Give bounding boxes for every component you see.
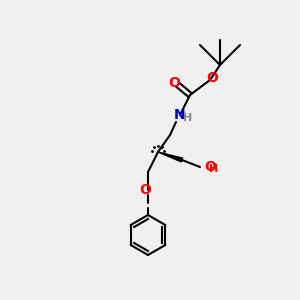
Text: O: O xyxy=(139,183,151,197)
Text: H: H xyxy=(209,164,219,174)
Polygon shape xyxy=(158,152,183,162)
Text: H: H xyxy=(183,113,193,123)
Text: O: O xyxy=(204,160,216,174)
Text: O: O xyxy=(206,71,218,85)
Text: O: O xyxy=(168,76,180,90)
Text: N: N xyxy=(174,108,186,122)
